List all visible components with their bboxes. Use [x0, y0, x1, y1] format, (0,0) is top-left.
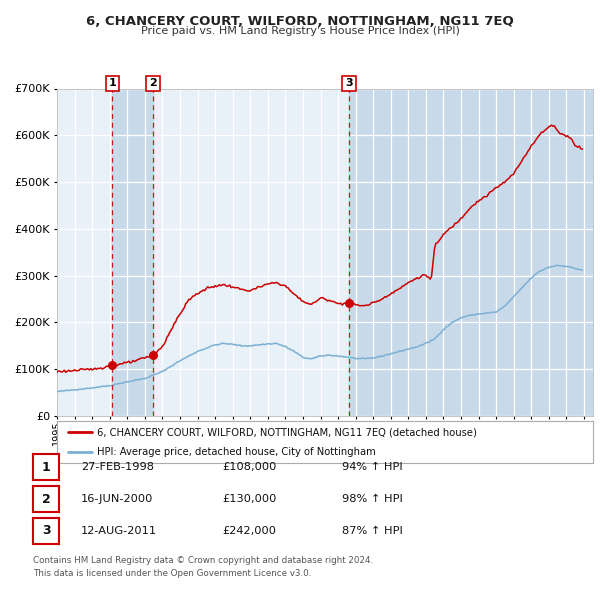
Text: 6, CHANCERY COURT, WILFORD, NOTTINGHAM, NG11 7EQ (detached house): 6, CHANCERY COURT, WILFORD, NOTTINGHAM, … — [97, 427, 477, 437]
Text: 1: 1 — [42, 461, 50, 474]
Text: 27-FEB-1998: 27-FEB-1998 — [81, 463, 154, 472]
Text: 87% ↑ HPI: 87% ↑ HPI — [342, 526, 403, 536]
Text: This data is licensed under the Open Government Licence v3.0.: This data is licensed under the Open Gov… — [33, 569, 311, 578]
Text: 1: 1 — [109, 78, 116, 88]
Text: £108,000: £108,000 — [222, 463, 277, 472]
Text: 3: 3 — [345, 78, 353, 88]
Text: Contains HM Land Registry data © Crown copyright and database right 2024.: Contains HM Land Registry data © Crown c… — [33, 556, 373, 565]
Bar — [112, 88, 153, 416]
Text: 12-AUG-2011: 12-AUG-2011 — [81, 526, 157, 536]
Text: 2: 2 — [42, 493, 50, 506]
Text: 2: 2 — [149, 78, 157, 88]
Text: 3: 3 — [42, 525, 50, 537]
Text: £130,000: £130,000 — [222, 494, 277, 504]
Text: 6, CHANCERY COURT, WILFORD, NOTTINGHAM, NG11 7EQ: 6, CHANCERY COURT, WILFORD, NOTTINGHAM, … — [86, 15, 514, 28]
Text: 94% ↑ HPI: 94% ↑ HPI — [342, 463, 403, 472]
Text: £242,000: £242,000 — [222, 526, 276, 536]
Text: 16-JUN-2000: 16-JUN-2000 — [81, 494, 154, 504]
Text: HPI: Average price, detached house, City of Nottingham: HPI: Average price, detached house, City… — [97, 447, 376, 457]
Text: 98% ↑ HPI: 98% ↑ HPI — [342, 494, 403, 504]
Bar — [349, 88, 593, 416]
Text: Price paid vs. HM Land Registry's House Price Index (HPI): Price paid vs. HM Land Registry's House … — [140, 26, 460, 36]
